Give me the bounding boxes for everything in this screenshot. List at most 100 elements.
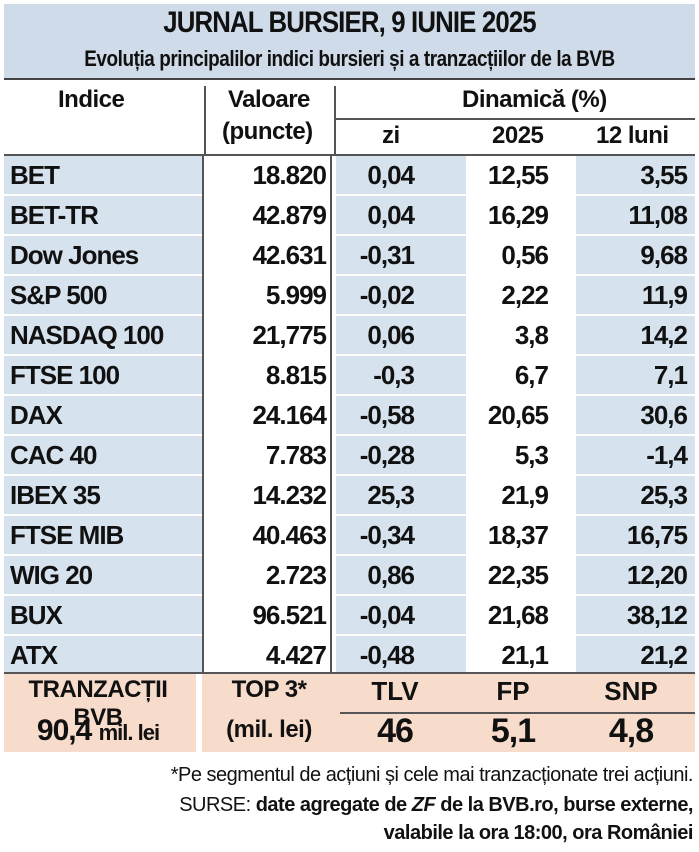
table-bottom-line (4, 672, 695, 674)
column-band (422, 556, 466, 594)
change-day: 0,86 (336, 556, 422, 594)
table-row: Dow Jones 42.631 -0,31 0,56 9,68 (4, 236, 695, 274)
index-name: DAX (4, 396, 204, 434)
change-day: -0,04 (336, 596, 422, 634)
change-day: 0,04 (336, 196, 422, 234)
index-value: 42.879 (252, 200, 327, 230)
col-header-value: Valoare (228, 86, 310, 113)
column-band (422, 236, 466, 274)
column-band (422, 316, 466, 354)
change-12-months: 7,1 (576, 356, 695, 394)
col-header-index: Indice (58, 86, 125, 113)
change-day: -0,48 (336, 636, 422, 674)
index-value: 8.815 (265, 360, 327, 390)
index-value: 96.521 (252, 600, 327, 630)
report-header: JURNAL BURSIER, 9 IUNIE 2025 Evoluția pr… (4, 4, 695, 80)
index-value: 24.164 (252, 400, 327, 430)
change-12-months: 38,12 (576, 596, 695, 634)
change-day: -0,58 (336, 396, 422, 434)
column-band (422, 196, 466, 234)
ticker-value: 4,8 (608, 712, 654, 750)
change-day: -0,02 (336, 276, 422, 314)
col-header-day: zi (382, 122, 400, 149)
index-value: 18.820 (252, 160, 327, 190)
column-divider (330, 156, 332, 672)
change-2025: 21,1 (501, 640, 549, 670)
col-header-value-unit: (puncte) (222, 118, 313, 145)
index-name: Dow Jones (4, 236, 204, 274)
index-name: FTSE MIB (4, 516, 204, 554)
index-name: ATX (4, 636, 204, 674)
column-band (422, 436, 466, 474)
index-name: BUX (4, 596, 204, 634)
index-name: WIG 20 (4, 556, 204, 594)
index-value: 4.427 (265, 640, 327, 670)
header-divider (4, 154, 695, 156)
change-day: -0,3 (336, 356, 422, 394)
change-12-months: 9,68 (576, 236, 695, 274)
bvb-amount-value: 90,4 (36, 714, 92, 747)
change-2025: 6,7 (514, 360, 549, 390)
table-row: BUX 96.521 -0,04 21,68 38,12 (4, 596, 695, 634)
change-2025: 20,65 (487, 400, 549, 430)
change-2025: 2,22 (501, 280, 549, 310)
change-2025: 5,3 (514, 440, 549, 470)
column-band (422, 276, 466, 314)
change-2025: 3,8 (514, 320, 549, 350)
index-value: 40.463 (252, 520, 327, 550)
change-2025: 16,29 (487, 200, 549, 230)
index-name: S&P 500 (4, 276, 204, 314)
top3-label: TOP 3* (231, 676, 307, 703)
change-12-months: 21,2 (576, 636, 695, 674)
change-12-months: 12,20 (576, 556, 695, 594)
change-day: 0,06 (336, 316, 422, 354)
change-12-months: 25,3 (576, 476, 695, 514)
index-name: BET (4, 156, 204, 194)
change-2025: 22,35 (487, 560, 549, 590)
column-band (422, 516, 466, 554)
index-value: 21,775 (252, 320, 327, 350)
sources-line: SURSE: date agregate de ZF de la BVB.ro,… (179, 794, 693, 817)
change-2025: 12,55 (487, 160, 549, 190)
column-band (422, 156, 466, 194)
header-divider (334, 118, 695, 120)
bvb-divider (196, 674, 202, 752)
change-12-months: 16,75 (576, 516, 695, 554)
ticker-value: 46 (377, 712, 414, 750)
table-row: BET-TR 42.879 0,04 16,29 11,08 (4, 196, 695, 234)
table-row: BET 18.820 0,04 12,55 3,55 (4, 156, 695, 194)
table-row: ATX 4.427 -0,48 21,1 21,2 (4, 636, 695, 674)
validity-line: valabile la ora 18:00, ora României (383, 822, 694, 844)
change-2025: 18,37 (487, 520, 549, 550)
change-12-months: -1,4 (576, 436, 695, 474)
index-name: IBEX 35 (4, 476, 204, 514)
sources-rest: de la BVB.ro, burse externe, (440, 794, 693, 816)
col-header-dynamics: Dinamică (%) (462, 86, 607, 113)
column-band (422, 636, 466, 674)
table-row: S&P 500 5.999 -0,02 2,22 11,9 (4, 276, 695, 314)
ticker-symbol: SNP (604, 676, 658, 706)
col-header-12-months: 12 luni (596, 122, 669, 149)
column-band (422, 476, 466, 514)
change-day: -0,31 (336, 236, 422, 274)
top3-unit: (mil. lei) (226, 716, 312, 743)
header-divider (334, 86, 336, 154)
table-row: FTSE MIB 40.463 -0,34 18,37 16,75 (4, 516, 695, 554)
column-band (422, 596, 466, 634)
header-divider (204, 86, 206, 154)
index-value: 5.999 (265, 280, 327, 310)
ticker-symbol: TLV (371, 676, 419, 706)
change-2025: 21,9 (501, 480, 549, 510)
change-12-months: 30,6 (576, 396, 695, 434)
change-2025: 0,56 (501, 240, 549, 270)
change-day: 0,04 (336, 156, 422, 194)
index-value: 7.783 (265, 440, 327, 470)
change-12-months: 11,9 (576, 276, 695, 314)
change-12-months: 14,2 (576, 316, 695, 354)
column-band (422, 396, 466, 434)
ticker-symbol: FP (496, 676, 530, 706)
footnote: *Pe segmentul de acțiuni și cele mai tra… (170, 764, 694, 786)
change-day: -0,34 (336, 516, 422, 554)
table-row: WIG 20 2.723 0,86 22,35 12,20 (4, 556, 695, 594)
change-12-months: 3,55 (576, 156, 695, 194)
